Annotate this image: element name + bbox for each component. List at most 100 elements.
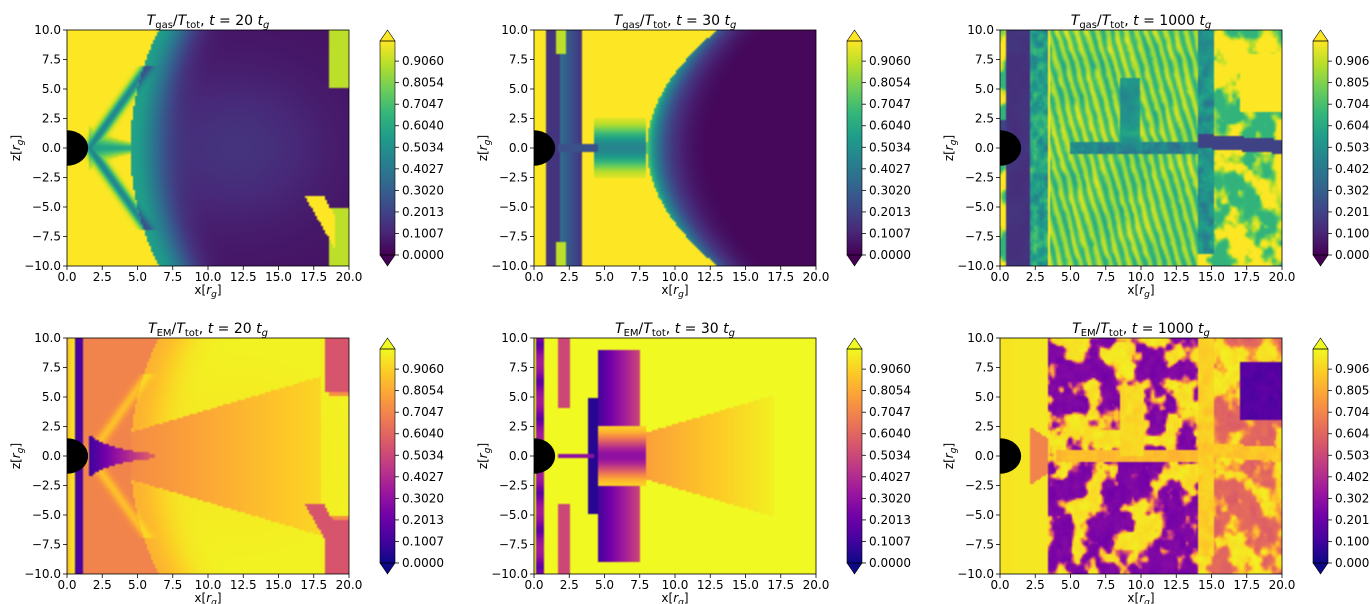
- colorbar-extend-min: [1312, 254, 1329, 267]
- x-tick-label: 10.0: [195, 578, 222, 592]
- y-tick-label: −2.5: [965, 171, 994, 185]
- colorbar-tick-label: 0.7047: [1335, 405, 1370, 419]
- x-tick-label: 5.0: [1061, 270, 1080, 284]
- chart-title: Tgas/Ttot, t = 20 tg: [147, 13, 270, 31]
- colorbar-gradient: [847, 349, 862, 563]
- y-tick-label: 2.5: [975, 420, 994, 434]
- x-axis-label: x[rg]: [1127, 591, 1154, 604]
- x-tick-label: 10.0: [1128, 578, 1155, 592]
- x-tick-label: 17.5: [1233, 578, 1260, 592]
- y-axis-label: z[rg]: [9, 443, 26, 469]
- colorbar-extend-max: [379, 337, 396, 350]
- colorbar-extend-min: [846, 562, 863, 575]
- colorbar-frame: [846, 348, 863, 564]
- y-tick-label: 2.5: [42, 420, 61, 434]
- y-tick-label: 0.0: [42, 449, 61, 463]
- y-tick-label: 0.0: [509, 449, 528, 463]
- x-tick-label: 5.0: [128, 270, 147, 284]
- x-tick-label: 15.0: [732, 270, 759, 284]
- x-tick-label: 5.0: [1061, 578, 1080, 592]
- colorbar-tick-label: 0.5034: [869, 448, 911, 462]
- colorbar-tick-label: 0.1007: [1335, 534, 1370, 548]
- colorbar-tick-label: 0.0000: [402, 248, 444, 262]
- x-tick-label: 2.5: [1026, 578, 1045, 592]
- y-axis-label: z[rg]: [476, 135, 493, 161]
- x-tick-label: 12.5: [697, 578, 724, 592]
- x-tick-label: 15.0: [1198, 270, 1225, 284]
- y-tick-label: −7.5: [32, 230, 61, 244]
- x-tick-label: 2.5: [560, 578, 579, 592]
- y-tick-label: 10.0: [967, 331, 994, 345]
- y-tick-label: −7.5: [32, 538, 61, 552]
- x-tick-label: 5.0: [595, 270, 614, 284]
- colorbar-extend-max: [1312, 337, 1329, 350]
- x-axis-label: x[rg]: [661, 591, 688, 604]
- colorbar: 0.9060 0.8054 0.7047 0.6040 0.5034 0.4027 0.30…: [846, 337, 911, 575]
- colorbar-tick-label: 0.9060: [1335, 362, 1370, 376]
- colorbar: 0.9060 0.8054 0.7047 0.6040 0.5034 0.4027 0.30…: [379, 337, 444, 575]
- y-tick-label: −5.0: [965, 508, 994, 522]
- x-tick-label: 12.5: [697, 270, 724, 284]
- x-tick-label: 0.0: [990, 578, 1009, 592]
- colorbar-extend-max: [379, 29, 396, 42]
- colorbar: 0.9060 0.8054 0.7047 0.6040 0.5034 0.4027 0.30…: [1312, 29, 1370, 267]
- colorbar-tick-label: 0.6040: [402, 427, 444, 441]
- x-tick-label: 17.5: [767, 270, 794, 284]
- x-tick-label: 2.5: [93, 578, 112, 592]
- x-tick-label: 20.0: [336, 270, 363, 284]
- y-tick-label: 2.5: [975, 112, 994, 126]
- colorbar-tick-label: 0.3020: [869, 491, 911, 505]
- black-hole: [67, 438, 89, 474]
- colorbar-tick-label: 0.0000: [869, 248, 911, 262]
- y-tick-label: −2.5: [499, 171, 528, 185]
- y-tick-label: 10.0: [967, 23, 994, 37]
- colorbar-tick-label: 0.0000: [402, 556, 444, 570]
- y-tick-label: 5.0: [42, 390, 61, 404]
- y-tick-label: −5.0: [965, 200, 994, 214]
- black-hole: [67, 130, 89, 166]
- x-tick-label: 20.0: [1269, 270, 1296, 284]
- black-hole: [534, 130, 556, 166]
- colorbar-tick-label: 0.1007: [869, 534, 911, 548]
- black-hole: [1000, 438, 1022, 474]
- colorbar-gradient: [1313, 41, 1328, 255]
- colorbar-tick-label: 0.3020: [402, 183, 444, 197]
- y-tick-label: 7.5: [509, 53, 528, 67]
- y-tick-label: 7.5: [975, 53, 994, 67]
- y-tick-label: 5.0: [975, 82, 994, 96]
- colorbar-tick-label: 0.2013: [402, 205, 444, 219]
- colorbar-tick-label: 0.9060: [402, 54, 444, 68]
- colorbar-tick-label: 0.4027: [402, 162, 444, 176]
- colorbar-extend-max: [1312, 29, 1329, 42]
- colorbar-tick-label: 0.3020: [402, 491, 444, 505]
- chart-title: TEM/Ttot, t = 20 tg: [148, 321, 268, 339]
- x-tick-label: 12.5: [230, 270, 257, 284]
- y-tick-label: −2.5: [965, 479, 994, 493]
- colorbar-extend-max: [846, 29, 863, 42]
- colorbar-extend-min: [1312, 562, 1329, 575]
- y-tick-label: 5.0: [509, 82, 528, 96]
- y-tick-label: 0.0: [975, 141, 994, 155]
- black-hole: [534, 438, 556, 474]
- colorbar-tick-label: 0.7047: [402, 405, 444, 419]
- x-tick-label: 7.5: [1096, 270, 1115, 284]
- y-tick-label: −2.5: [499, 479, 528, 493]
- y-tick-label: −10.0: [491, 259, 528, 273]
- panel-2: 0.0 2.5 5.0 7.5 10.0 12.5 15.0 17.5 20.0 10.0 7.5 5…: [476, 13, 911, 300]
- colorbar-frame: [1312, 40, 1329, 256]
- colorbar-tick-label: 0.2013: [869, 205, 911, 219]
- x-tick-label: 7.5: [163, 270, 182, 284]
- x-tick-label: 20.0: [803, 578, 830, 592]
- colorbar-tick-label: 0.9060: [402, 362, 444, 376]
- x-tick-label: 0.0: [990, 270, 1009, 284]
- colorbar-tick-label: 0.3020: [1335, 183, 1370, 197]
- colorbar-tick-label: 0.0000: [1335, 248, 1370, 262]
- x-tick-label: 15.0: [265, 578, 292, 592]
- y-tick-label: 2.5: [42, 112, 61, 126]
- x-tick-label: 17.5: [300, 270, 327, 284]
- heatmap-image: [1000, 30, 1282, 266]
- colorbar-tick-label: 0.5034: [1335, 140, 1370, 154]
- y-tick-label: −7.5: [965, 230, 994, 244]
- x-tick-label: 10.0: [1128, 270, 1155, 284]
